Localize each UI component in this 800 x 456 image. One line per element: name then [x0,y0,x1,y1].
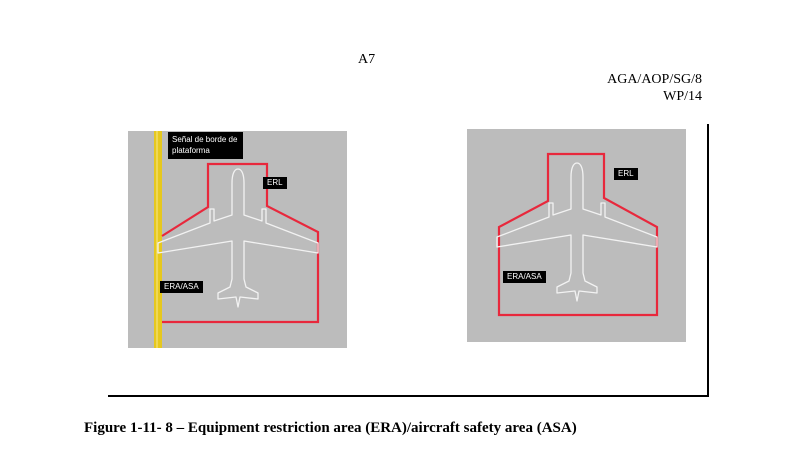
erl-label: ERL [614,168,638,180]
edge-label-line2: plataforma [172,146,210,155]
figure-caption: Figure 1-11- 8 – Equipment restriction a… [84,420,577,436]
equipment-restriction-line [497,152,659,317]
edge-marking-label: Señal de borde de plataforma [168,132,244,159]
figure-left-stand-with-edge: Señal de borde de plataforma ERL ERA/ASA [128,131,347,348]
page-number: A7 [358,52,376,67]
figure-right-stand: ERL ERA/ASA [467,129,686,342]
erl-label: ERL [263,177,287,189]
frame-right-border [707,124,709,397]
frame-bottom-border [108,395,709,397]
edge-label-line1: Señal de borde de [172,135,238,144]
figure-right-drawing [496,152,659,317]
apron-edge-marking-highlight [156,131,158,348]
doc-ref-line1: AGA/AOP/SG/8 [607,72,702,87]
era-asa-label: ERA/ASA [160,281,203,293]
document-reference: AGA/AOP/SG/8 WP/14 [607,71,702,105]
figure-left-drawing [154,131,320,348]
doc-ref-line2: WP/14 [663,89,702,104]
era-asa-label: ERA/ASA [503,271,546,283]
